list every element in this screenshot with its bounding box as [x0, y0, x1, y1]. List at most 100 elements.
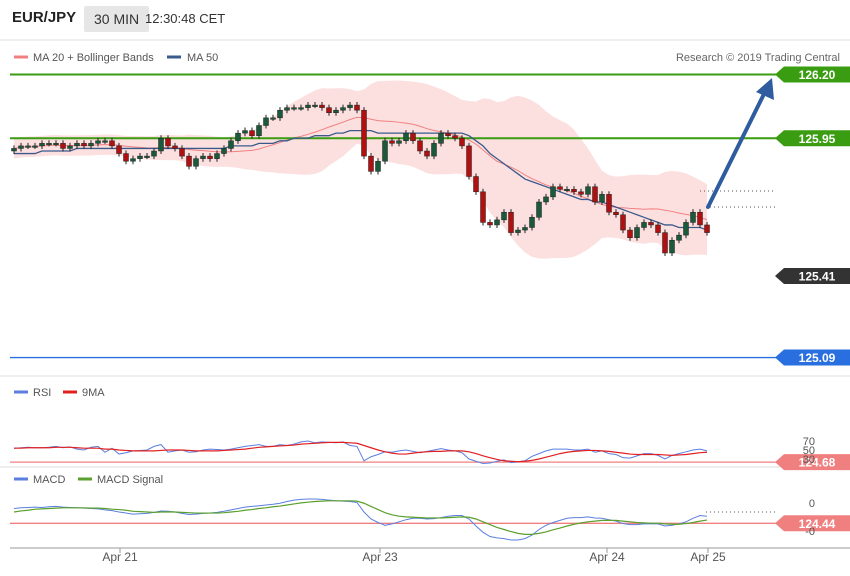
candlestick-series	[11, 102, 710, 257]
rsi-tick-50: 50	[803, 445, 815, 457]
level-label-1: 125.95	[775, 130, 850, 147]
candle	[242, 127, 248, 137]
candle	[235, 130, 241, 144]
x-axis: Apr 21 Apr 23 Apr 24 Apr 25	[102, 548, 726, 564]
candle	[81, 140, 87, 149]
candle	[179, 145, 185, 160]
candle	[200, 153, 206, 162]
timestamp: 12:30:48 CET	[145, 11, 226, 26]
candle	[319, 102, 325, 111]
candle	[662, 229, 668, 257]
candle	[312, 102, 318, 109]
candle	[508, 209, 514, 236]
candle	[403, 130, 409, 144]
candle	[375, 158, 381, 175]
forecast-arrow	[706, 78, 774, 209]
candle	[109, 137, 115, 149]
candle	[340, 104, 346, 114]
candle	[158, 135, 164, 155]
chart-header: EUR/JPY 30 MIN 12:30:48 CET	[0, 0, 850, 40]
x-tick-label: Apr 25	[690, 550, 726, 564]
candle	[550, 183, 556, 200]
candle	[396, 137, 402, 147]
macd-legend: MACD MACD Signal	[14, 474, 163, 486]
bollinger-band	[13, 80, 708, 259]
bollinger-fill	[14, 80, 707, 259]
level-label-4: 124.68	[775, 454, 850, 471]
candle	[151, 147, 157, 160]
candle	[53, 140, 59, 147]
level-label-5: 124.44	[775, 515, 850, 532]
level-label-3: 125.09	[775, 349, 850, 366]
candle	[599, 191, 605, 206]
candle	[130, 155, 136, 165]
candle	[39, 140, 45, 149]
legend-label-macd: MACD	[33, 474, 65, 486]
candle	[228, 137, 234, 152]
candle	[480, 188, 486, 226]
candle	[165, 135, 171, 149]
candle	[137, 153, 143, 162]
candle	[697, 209, 703, 229]
candle	[438, 130, 444, 147]
candle	[270, 114, 276, 121]
candle	[529, 214, 535, 231]
candle	[95, 137, 101, 147]
candle	[326, 104, 332, 116]
candle	[32, 142, 38, 149]
macd-tick-neg: -0	[805, 526, 815, 538]
candle	[501, 209, 507, 223]
macd-series	[13, 498, 708, 541]
candle	[417, 137, 423, 155]
svg-text:126.20: 126.20	[799, 68, 836, 82]
rsi-9ma-line	[14, 441, 708, 463]
candle	[522, 224, 528, 234]
candle	[445, 130, 451, 139]
candle	[613, 209, 619, 218]
candle	[494, 216, 500, 229]
main-legend: MA 20 + Bollinger Bands MA 50	[14, 52, 218, 64]
candle	[382, 137, 388, 165]
x-tick-label: Apr 21	[102, 550, 138, 564]
candle	[648, 219, 654, 229]
support-resistance-lines	[10, 73, 850, 524]
candle	[221, 145, 227, 157]
level-label-0: 126.20	[775, 66, 850, 83]
candle	[473, 173, 479, 195]
candle	[431, 140, 437, 160]
candle	[515, 226, 521, 236]
candle	[207, 153, 213, 162]
macd-line	[13, 498, 708, 541]
legend-label-ma50: MA 50	[187, 52, 218, 64]
svg-text:125.41: 125.41	[799, 269, 836, 283]
svg-text:124.68: 124.68	[799, 456, 836, 470]
candle	[333, 107, 339, 116]
candle	[410, 130, 416, 144]
timeframe-selector[interactable]: 30 MIN	[84, 6, 150, 32]
candle	[669, 237, 675, 257]
price-level-labels: 126.20 125.95 125.41 125.09 124.68 124.44	[775, 66, 850, 532]
candle	[543, 193, 549, 206]
candle	[571, 186, 577, 195]
candle	[193, 155, 199, 170]
x-tick-label: Apr 24	[589, 550, 625, 564]
candle	[424, 147, 430, 160]
candle	[249, 127, 255, 139]
candle	[627, 226, 633, 241]
rsi-tick-30: 30	[803, 454, 815, 466]
legend-label-9ma: 9MA	[82, 387, 105, 399]
candle	[172, 142, 178, 152]
rsi-tick-70: 70	[803, 436, 815, 448]
svg-text:125.09: 125.09	[799, 351, 836, 365]
legend-label-rsi: RSI	[33, 387, 51, 399]
candle	[116, 142, 122, 157]
candle	[263, 114, 269, 129]
candle	[60, 140, 66, 152]
candle	[256, 122, 262, 139]
level-label-2: 125.41	[775, 267, 850, 284]
symbol-title: EUR/JPY	[12, 9, 77, 26]
candle	[578, 188, 584, 198]
candle	[291, 104, 297, 111]
copyright-text: Research © 2019 Trading Central	[676, 52, 840, 64]
